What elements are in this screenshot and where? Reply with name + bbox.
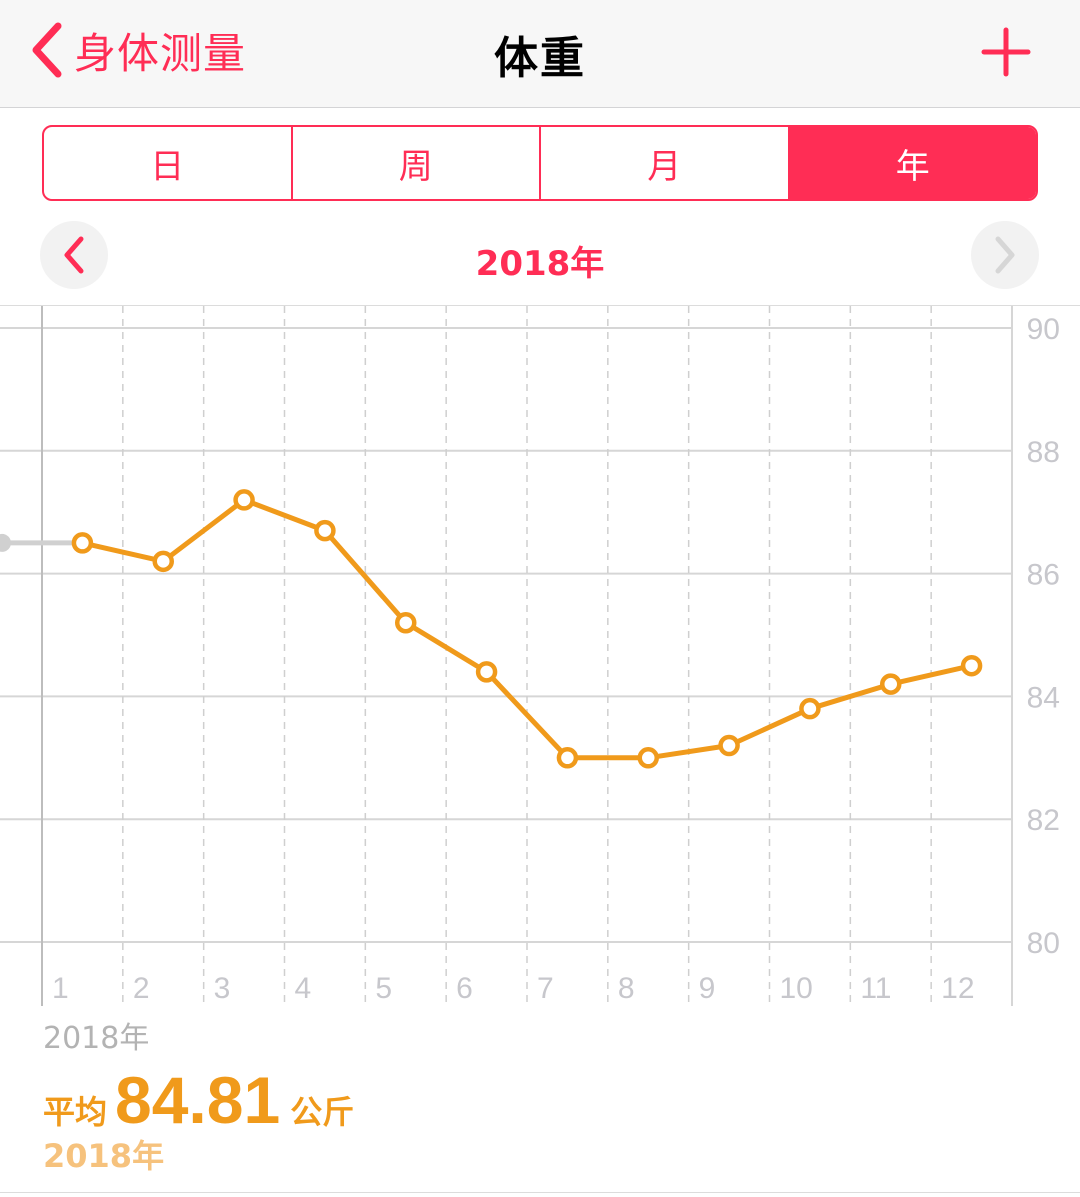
data-point — [637, 747, 659, 769]
back-button[interactable]: 身体测量 — [30, 20, 246, 80]
x-tick-label: 10 — [780, 972, 813, 1005]
y-tick-label: 80 — [1027, 927, 1060, 960]
average-unit: 公斤 — [290, 1093, 355, 1131]
data-point — [152, 550, 174, 573]
back-button-label: 身体测量 — [74, 28, 247, 78]
divider — [0, 1192, 1080, 1193]
x-tick-label: 12 — [941, 972, 974, 1005]
previous-period-point — [0, 533, 11, 552]
data-point — [395, 611, 417, 634]
data-point — [475, 661, 498, 683]
data-point — [799, 697, 821, 720]
y-tick-label: 84 — [1027, 681, 1060, 714]
period-label: 2018年 — [475, 244, 605, 284]
period-segmented-control: 日 周 月 年 — [42, 125, 1038, 201]
x-tick-label: 6 — [456, 972, 473, 1005]
data-point — [233, 489, 255, 511]
chevron-right-icon — [995, 236, 1015, 274]
x-tick-label: 8 — [618, 972, 635, 1005]
data-point — [71, 532, 94, 554]
plus-icon[interactable] — [980, 26, 1032, 78]
weight-series-line — [79, 497, 975, 761]
data-point — [960, 654, 983, 677]
navigation-bar: 身体测量 体重 — [0, 0, 1080, 108]
average-value: 84.81 — [115, 1063, 281, 1137]
average-summary: 平均 84.81 公斤 — [43, 1062, 354, 1138]
data-point — [718, 734, 740, 757]
y-tick-label: 86 — [1027, 559, 1060, 592]
x-tick-label: 4 — [295, 972, 312, 1005]
y-tick-label: 88 — [1027, 436, 1060, 469]
divider — [0, 305, 1080, 306]
chevron-left-icon — [64, 236, 84, 274]
segment-month[interactable]: 月 — [539, 127, 788, 199]
summary-date-label: 2018年 — [43, 1137, 165, 1175]
next-period-button[interactable] — [971, 221, 1039, 289]
data-point — [880, 673, 902, 695]
x-tick-label: 1 — [52, 972, 69, 1005]
chevron-left-icon — [32, 22, 62, 78]
x-tick-label: 7 — [537, 972, 554, 1005]
segment-day[interactable]: 日 — [150, 146, 185, 187]
y-tick-label: 82 — [1027, 804, 1060, 837]
x-tick-label: 11 — [860, 972, 891, 1005]
segment-year[interactable]: 年 — [787, 127, 1036, 199]
average-label: 平均 — [43, 1093, 108, 1131]
x-tick-label: 5 — [375, 972, 392, 1005]
page-title: 体重 — [494, 33, 586, 84]
data-point — [556, 747, 579, 769]
x-tick-label: 3 — [214, 972, 231, 1005]
segment-week[interactable]: 周 — [290, 127, 540, 199]
data-point — [314, 519, 336, 542]
previous-period-button[interactable] — [40, 221, 108, 289]
summary-range-label: 2018年 — [43, 1021, 150, 1056]
x-tick-label: 9 — [699, 972, 716, 1005]
y-tick-label: 90 — [1027, 313, 1060, 346]
x-tick-label: 2 — [133, 972, 150, 1005]
